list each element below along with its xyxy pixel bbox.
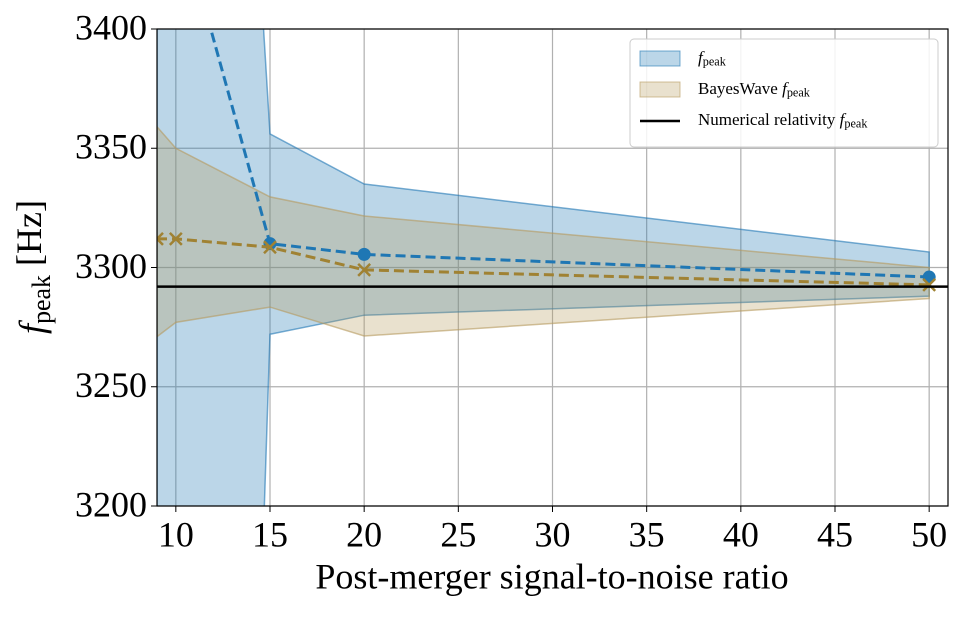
legend-swatch (639, 81, 681, 98)
y-tick-label: 3250 (75, 365, 147, 405)
y-tick-label: 3400 (75, 7, 147, 47)
marker (357, 247, 371, 261)
marker (168, 231, 183, 246)
plot-frame (156, 28, 949, 507)
x-tick-label: 35 (629, 514, 665, 554)
plot-area (157, 29, 948, 506)
legend-box (629, 38, 939, 148)
x-tick-label: 50 (911, 514, 947, 554)
y-tick-label: 3300 (75, 246, 147, 286)
marker (922, 278, 937, 292)
x-tick-label: 25 (440, 514, 476, 554)
x-tick-label: 30 (535, 514, 571, 554)
legend-label: Numerical relativity fpeak (698, 110, 868, 131)
x-tick-label: 40 (723, 514, 759, 554)
x-tick-label: 15 (252, 514, 288, 554)
marker (263, 240, 277, 255)
x-tick-label: 45 (817, 514, 853, 554)
legend-label: BayesWave fpeak (698, 79, 811, 100)
y-tick-label: 3200 (75, 484, 147, 524)
marker (157, 231, 164, 246)
x-tick-label: 20 (346, 514, 382, 554)
axes: 10 15 20 25 30 35 40 45 50 3200 3250 3300 3350 3400 fp… (75, 7, 949, 554)
y-tick-label: 3350 (75, 127, 147, 167)
legend-label: fpeak (698, 48, 727, 69)
marker (357, 263, 372, 277)
x-axis-label: Post-merger signal-to-noise ratio (315, 556, 788, 596)
band (157, 125, 930, 338)
y-axis-label: fpeak [Hz] (9, 200, 55, 334)
x-tick-label: 10 (158, 514, 194, 554)
legend-swatch (639, 50, 681, 67)
